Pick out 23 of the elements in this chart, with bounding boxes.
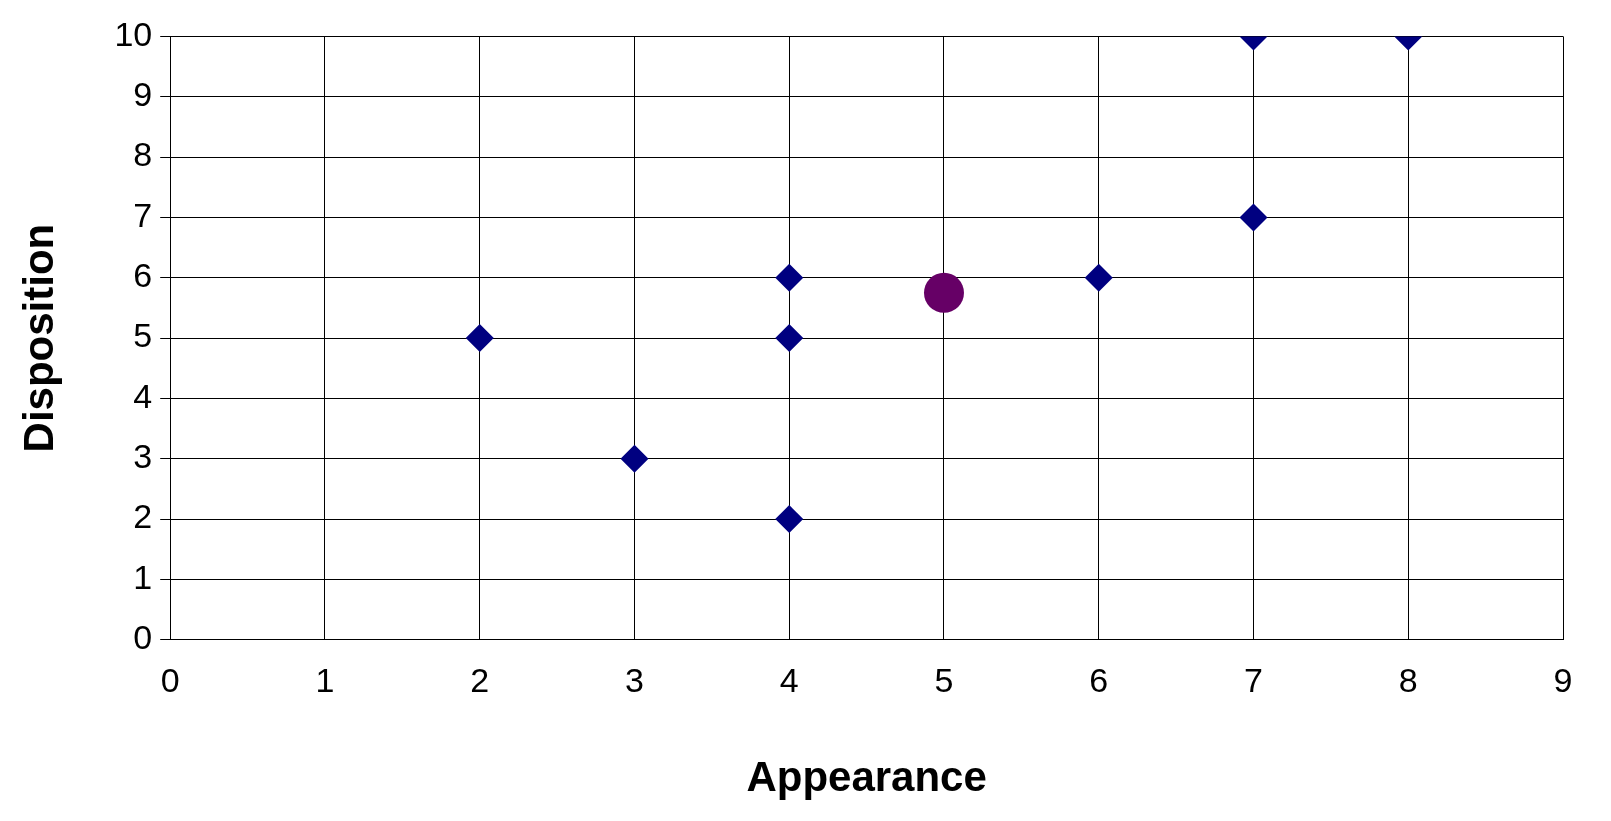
- x-tick-label: 8: [1398, 660, 1418, 699]
- x-tick-label: 5: [934, 660, 954, 699]
- x-tick-label: 4: [779, 660, 799, 699]
- y-tick-label: 3: [133, 437, 153, 476]
- x-tick-label: 9: [1553, 660, 1573, 699]
- y-tick-label: 4: [133, 376, 153, 415]
- x-tick-label: 7: [1244, 660, 1263, 699]
- x-tick-label: 0: [160, 660, 180, 699]
- y-axis-title: Disposition: [14, 223, 62, 453]
- y-tick-label: 9: [133, 75, 153, 114]
- x-axis-title: Appearance: [746, 753, 987, 801]
- x-tick-label: 1: [315, 660, 335, 699]
- y-tick-label: 8: [133, 135, 153, 174]
- x-tick-label: 6: [1089, 660, 1109, 699]
- x-tick-label: 3: [625, 660, 644, 699]
- y-tick-label: 2: [133, 497, 153, 536]
- x-tick-label: 2: [470, 660, 490, 699]
- y-tick-label: 1: [133, 557, 153, 596]
- y-tick-label: 5: [133, 316, 153, 355]
- y-tick-label: 6: [133, 256, 153, 295]
- y-tick-label: 0: [133, 618, 153, 657]
- y-tick-label: 7: [133, 195, 153, 234]
- y-tick-label: 10: [114, 14, 153, 53]
